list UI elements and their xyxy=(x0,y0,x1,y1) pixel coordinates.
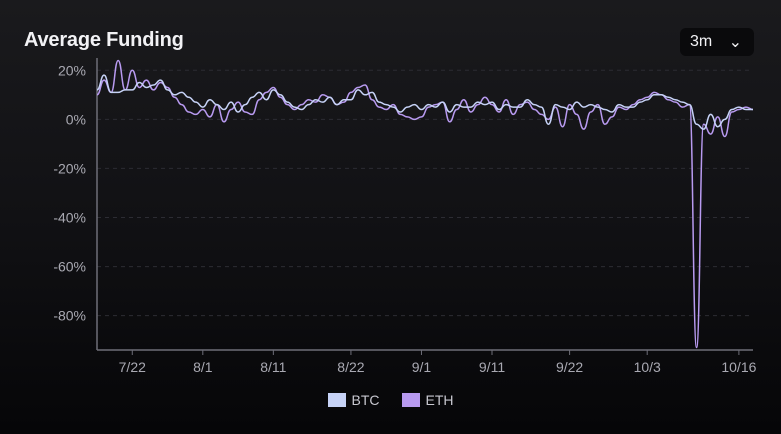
y-tick-label: 0% xyxy=(66,111,86,127)
chevron-down-icon: ⌄ xyxy=(728,34,742,51)
y-tick-label: -20% xyxy=(53,160,86,176)
btc-swatch xyxy=(327,393,346,407)
series-line-eth xyxy=(96,59,754,349)
x-tick-label: 8/11 xyxy=(260,359,286,375)
y-tick-label: -60% xyxy=(53,259,86,275)
legend-item-btc[interactable]: BTC xyxy=(327,392,380,408)
x-tick-label: 8/22 xyxy=(337,359,364,375)
eth-swatch xyxy=(401,393,420,407)
legend-item-eth[interactable]: ETH xyxy=(401,392,454,408)
x-tick-label: 10/3 xyxy=(634,359,661,375)
legend-label-eth: ETH xyxy=(425,392,454,408)
x-tick-label: 10/16 xyxy=(721,359,756,375)
x-tick-label: 8/1 xyxy=(193,359,213,375)
legend: BTC ETH xyxy=(0,392,781,408)
y-tick-label: 20% xyxy=(58,62,86,78)
x-tick-label: 9/1 xyxy=(412,359,432,375)
series-eth xyxy=(96,59,754,349)
range-selected-value: 3m xyxy=(690,33,713,50)
x-tick-label: 9/11 xyxy=(479,359,505,375)
x-tick-label: 7/22 xyxy=(119,359,146,375)
chart-title: Average Funding xyxy=(24,29,184,51)
y-tick-label: -80% xyxy=(53,308,86,324)
y-tick-label: -40% xyxy=(53,209,86,225)
x-tick-label: 9/22 xyxy=(556,359,583,375)
legend-label-btc: BTC xyxy=(351,392,380,408)
series-line-btc xyxy=(96,74,753,130)
range-selector[interactable]: 3m ⌄ xyxy=(680,28,754,56)
series-btc xyxy=(96,74,754,130)
